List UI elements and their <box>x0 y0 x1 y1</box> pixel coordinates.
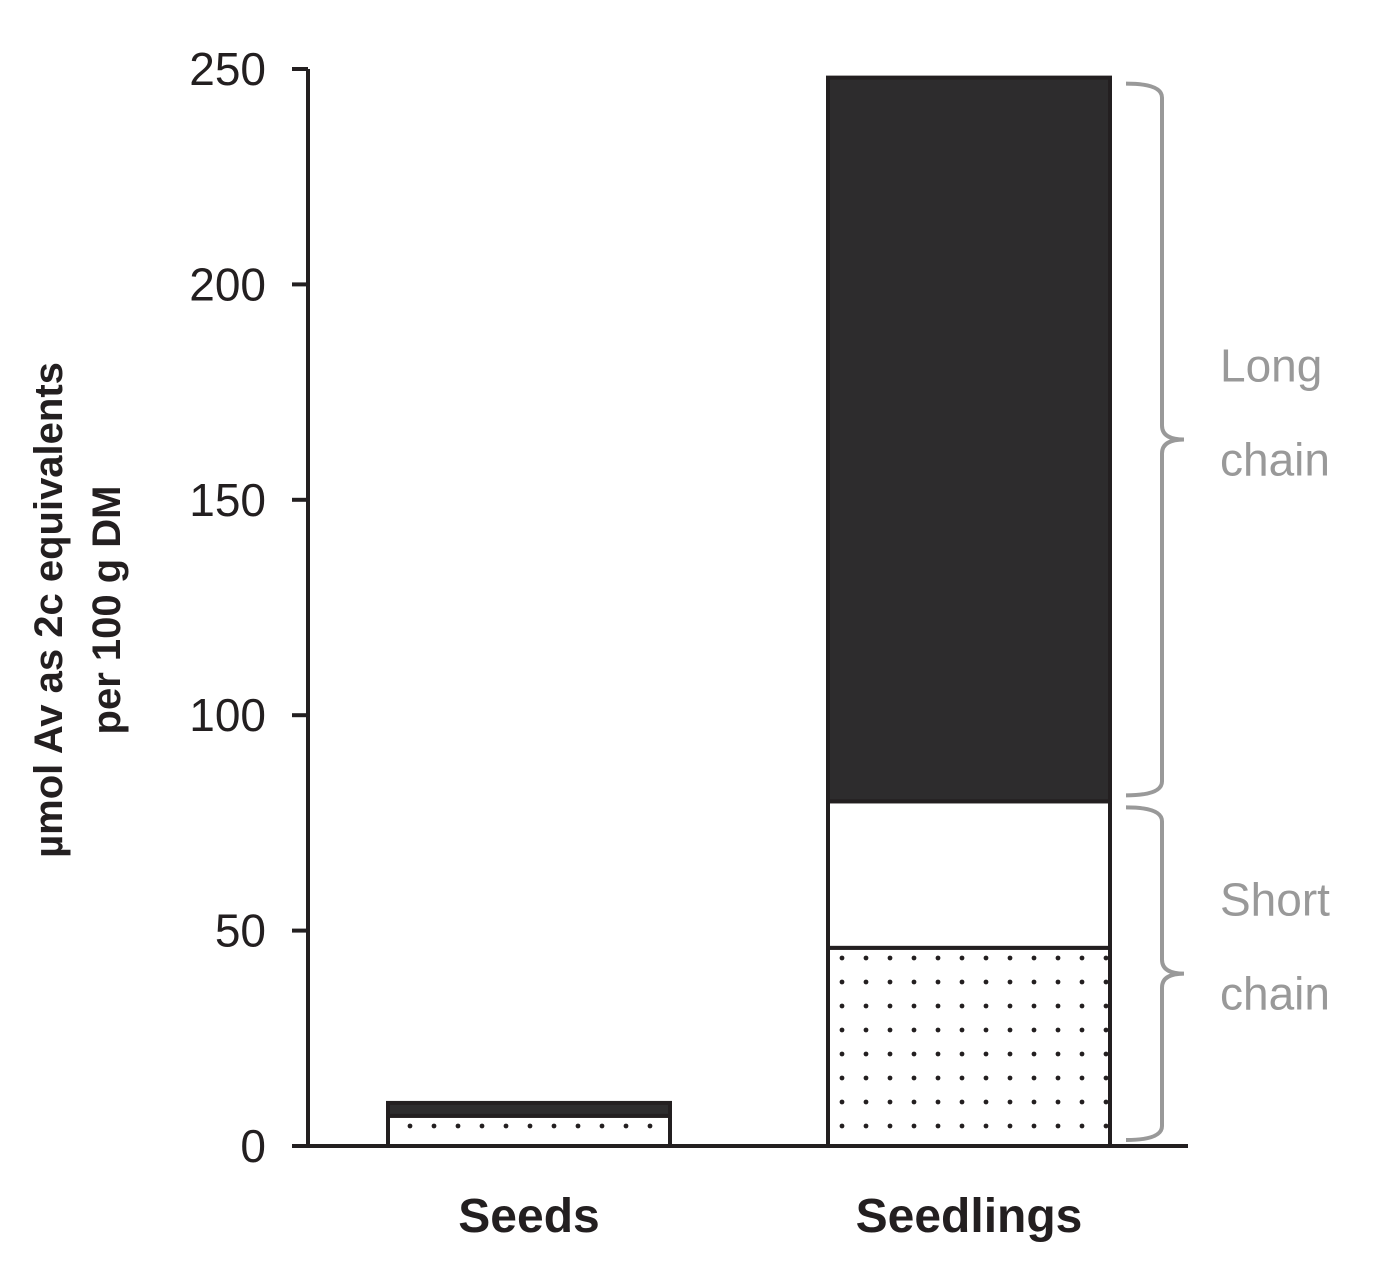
brace-label-short-chain-line-2: chain <box>1220 968 1330 1020</box>
y-tick-label-50: 50 <box>215 905 266 957</box>
x-axis: Seeds Seedlings <box>292 1144 1188 1243</box>
brace-label-short-chain-line-1: Short <box>1220 874 1330 926</box>
brace-long-chain <box>1125 81 1185 798</box>
bar-seedlings-white <box>826 799 1112 950</box>
x-category-label-seeds: Seeds <box>458 1190 599 1243</box>
y-axis-title: µmol Av as 2c equivalents per 100 g DM <box>27 362 129 858</box>
y-axis: 0 50 100 150 200 250 <box>189 43 310 1172</box>
y-axis-title-line-1: µmol Av as 2c equivalents <box>27 362 71 858</box>
bar-seeds-dotted <box>386 1113 672 1148</box>
bar-seedlings-solid <box>826 75 1112 804</box>
y-tick-label-100: 100 <box>189 689 266 741</box>
x-category-label-seedlings: Seedlings <box>856 1190 1083 1243</box>
y-tick-label-0: 0 <box>240 1120 266 1172</box>
bar-seeds-solid <box>386 1100 672 1118</box>
braces: Long chain Short chain <box>1125 81 1330 1142</box>
brace-short-chain <box>1125 805 1185 1142</box>
y-tick-label-250: 250 <box>189 43 266 95</box>
y-tick-label-200: 200 <box>189 258 266 310</box>
y-axis-title-line-2: per 100 g DM <box>85 486 129 735</box>
bar-seedlings-dotted <box>826 945 1112 1148</box>
brace-label-long-chain-line-2: chain <box>1220 433 1330 485</box>
bars <box>386 75 1112 1148</box>
brace-label-long-chain-line-1: Long <box>1220 339 1322 391</box>
y-tick-label-150: 150 <box>189 474 266 526</box>
